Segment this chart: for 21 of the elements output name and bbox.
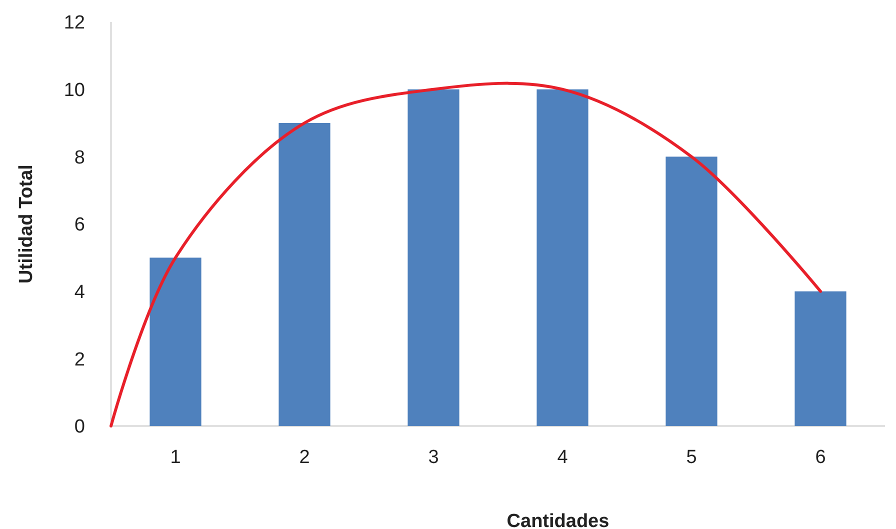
y-tick-label: 8 — [74, 147, 85, 168]
y-tick-label: 0 — [74, 416, 85, 438]
y-tick-label: 2 — [74, 349, 85, 370]
x-tick-label: 6 — [815, 447, 826, 468]
bar — [666, 156, 718, 426]
x-tick-label: 1 — [170, 447, 181, 468]
y-tick-label: 10 — [64, 80, 85, 101]
x-tick-label: 2 — [299, 447, 310, 468]
y-tick-label: 6 — [74, 214, 85, 236]
bar — [536, 89, 588, 426]
x-tick-label: 4 — [557, 447, 568, 468]
bar — [794, 291, 846, 426]
bar — [150, 258, 202, 426]
y-tick-label: 12 — [64, 12, 85, 34]
y-tick-label: 4 — [74, 282, 86, 303]
bar — [278, 123, 330, 426]
x-tick-label: 5 — [686, 447, 697, 468]
x-tick-label: 3 — [428, 447, 439, 468]
x-axis-title: Cantidades — [506, 511, 610, 529]
bar — [408, 89, 460, 426]
y-axis-title: Utilidad Total — [16, 164, 37, 284]
